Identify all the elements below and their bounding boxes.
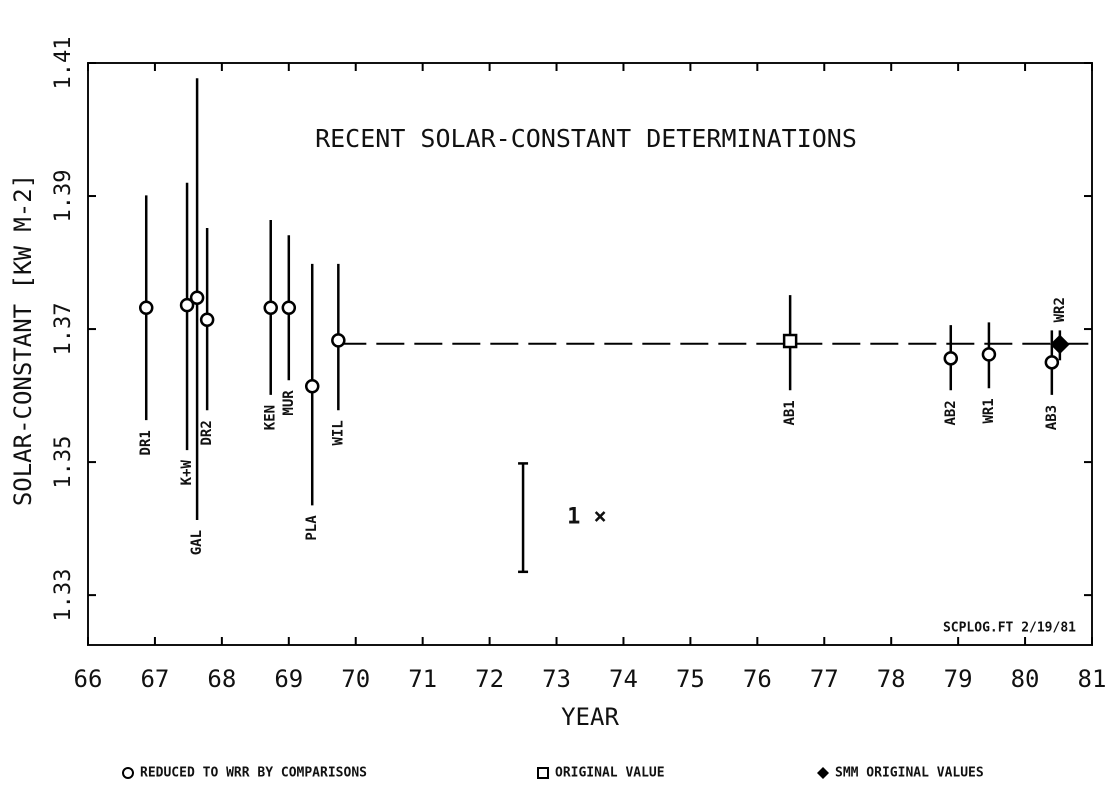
legend-label: REDUCED TO WRR BY COMPARISONS [140,766,367,781]
marker-circle [281,300,297,316]
x-axis-title: YEAR [561,703,619,731]
x-tick-label: 80 [1011,665,1040,693]
point-label: MUR [281,390,297,416]
marker-circle [331,333,346,348]
point-label: AB1 [782,400,798,425]
x-tick-label: 81 [1078,665,1107,693]
point-label: AB3 [1044,405,1060,430]
marker-diamond [1050,334,1070,355]
y-axis-title: SOLAR-CONSTANT [KW M-2] [9,174,37,506]
x-tick-label: 70 [341,665,370,693]
x-tick-label: 77 [810,665,839,693]
x-tick-label: 69 [274,665,303,693]
marker-circle [304,379,320,394]
marker-circle [189,290,205,306]
point-label: WR1 [981,398,997,423]
x-tick-label: 71 [408,665,437,693]
point-label: WIL [330,420,346,445]
footnote: SCPLOG.FT 2/19/81 [943,621,1076,636]
point-label: K+W [179,460,195,486]
point-label: AB2 [943,400,959,425]
scale-bar-label: 1 × [567,505,607,530]
x-tick-label: 67 [140,665,169,693]
legend-square [537,767,549,779]
marker-circle [179,297,195,313]
x-tick-label: 79 [944,665,973,693]
y-tick-label: 1.33 [51,569,76,622]
y-tick-label: 1.37 [51,303,76,356]
x-tick-label: 78 [877,665,906,693]
x-tick-label: 74 [609,665,638,693]
point-label: DR1 [138,430,154,455]
marker-circle [263,300,278,316]
x-tick-label: 76 [743,665,772,693]
x-tick-label: 72 [475,665,504,693]
y-tick-label: 1.35 [51,436,76,489]
x-tick-label: 68 [207,665,236,693]
legend-diamond [817,767,829,779]
point-label: WR2 [1052,297,1068,322]
legend-circle [122,767,134,779]
marker-circle [138,300,154,316]
legend-label: SMM ORIGINAL VALUES [835,766,984,781]
marker-circle [199,312,215,327]
chart-title: RECENT SOLAR-CONSTANT DETERMINATIONS [315,124,857,153]
point-label: PLA [304,515,320,541]
marker-square [782,333,798,349]
point-label: DR2 [199,420,215,445]
x-tick-label: 75 [676,665,705,693]
x-tick-label: 73 [542,665,571,693]
point-label: GAL [189,530,205,555]
x-tick-label: 66 [74,665,103,693]
marker-circle [981,347,997,362]
plot-frame [87,62,1093,646]
legend-label: ORIGINAL VALUE [555,766,665,781]
y-tick-label: 1.41 [51,37,76,90]
y-tick-label: 1.39 [51,170,76,223]
point-label: KEN [263,405,279,430]
marker-circle [943,351,959,366]
marker-circle [1044,355,1060,370]
